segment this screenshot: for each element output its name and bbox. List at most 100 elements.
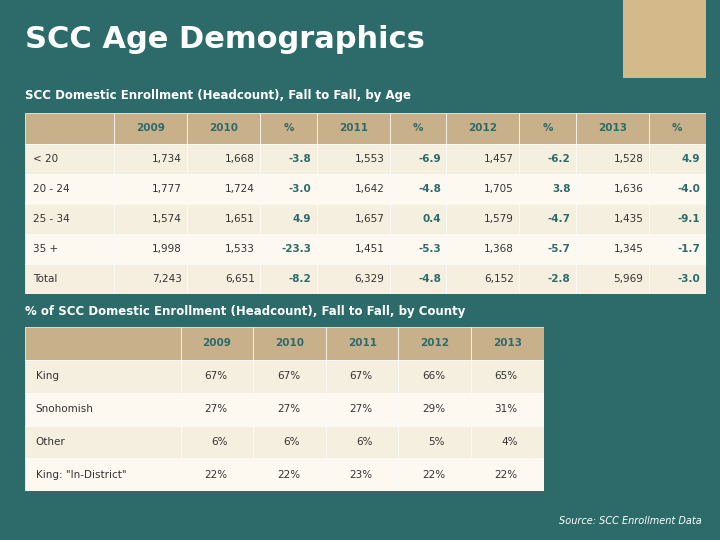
Text: 1,574: 1,574 bbox=[152, 214, 181, 224]
FancyBboxPatch shape bbox=[25, 264, 114, 294]
FancyBboxPatch shape bbox=[114, 174, 187, 204]
FancyBboxPatch shape bbox=[25, 144, 114, 174]
FancyBboxPatch shape bbox=[326, 426, 398, 458]
Text: King: King bbox=[35, 371, 58, 381]
FancyBboxPatch shape bbox=[390, 113, 446, 144]
Text: 3.8: 3.8 bbox=[552, 184, 570, 194]
FancyBboxPatch shape bbox=[25, 458, 181, 491]
Text: 2009: 2009 bbox=[136, 124, 165, 133]
Text: 0.4: 0.4 bbox=[423, 214, 441, 224]
FancyBboxPatch shape bbox=[25, 327, 181, 360]
FancyBboxPatch shape bbox=[260, 234, 317, 264]
Text: %: % bbox=[672, 124, 683, 133]
FancyBboxPatch shape bbox=[576, 204, 649, 234]
Text: 1,451: 1,451 bbox=[354, 244, 384, 254]
Text: 31%: 31% bbox=[495, 404, 518, 414]
Text: 2010: 2010 bbox=[209, 124, 238, 133]
Text: 67%: 67% bbox=[276, 371, 300, 381]
Text: 2013: 2013 bbox=[598, 124, 627, 133]
FancyBboxPatch shape bbox=[114, 204, 187, 234]
FancyBboxPatch shape bbox=[114, 264, 187, 294]
Text: 1,734: 1,734 bbox=[152, 153, 181, 164]
FancyBboxPatch shape bbox=[25, 113, 114, 144]
Text: 6,651: 6,651 bbox=[225, 274, 255, 284]
Text: 1,668: 1,668 bbox=[225, 153, 255, 164]
Text: -5.7: -5.7 bbox=[548, 244, 570, 254]
FancyBboxPatch shape bbox=[25, 234, 114, 264]
Text: 27%: 27% bbox=[349, 404, 372, 414]
FancyBboxPatch shape bbox=[398, 360, 471, 393]
Text: 67%: 67% bbox=[349, 371, 372, 381]
FancyBboxPatch shape bbox=[390, 204, 446, 234]
FancyBboxPatch shape bbox=[390, 234, 446, 264]
Text: Other: Other bbox=[35, 437, 66, 447]
Text: 27%: 27% bbox=[276, 404, 300, 414]
Text: 1,705: 1,705 bbox=[484, 184, 514, 194]
FancyBboxPatch shape bbox=[398, 393, 471, 426]
FancyBboxPatch shape bbox=[260, 204, 317, 234]
FancyBboxPatch shape bbox=[317, 113, 390, 144]
FancyBboxPatch shape bbox=[187, 264, 260, 294]
FancyBboxPatch shape bbox=[25, 426, 181, 458]
FancyBboxPatch shape bbox=[390, 264, 446, 294]
Text: 5,969: 5,969 bbox=[613, 274, 644, 284]
Text: -2.8: -2.8 bbox=[548, 274, 570, 284]
Text: 1,998: 1,998 bbox=[152, 244, 181, 254]
FancyBboxPatch shape bbox=[649, 264, 706, 294]
Text: 1,642: 1,642 bbox=[354, 184, 384, 194]
Text: -4.7: -4.7 bbox=[547, 214, 570, 224]
FancyBboxPatch shape bbox=[649, 174, 706, 204]
FancyBboxPatch shape bbox=[326, 393, 398, 426]
Text: -6.2: -6.2 bbox=[548, 153, 570, 164]
FancyBboxPatch shape bbox=[649, 204, 706, 234]
FancyBboxPatch shape bbox=[25, 204, 114, 234]
FancyBboxPatch shape bbox=[519, 264, 576, 294]
FancyBboxPatch shape bbox=[446, 264, 519, 294]
Text: 6%: 6% bbox=[284, 437, 300, 447]
Text: 2012: 2012 bbox=[420, 338, 449, 348]
FancyBboxPatch shape bbox=[260, 174, 317, 204]
Text: Source: SCC Enrollment Data: Source: SCC Enrollment Data bbox=[559, 516, 702, 525]
Text: -9.1: -9.1 bbox=[678, 214, 700, 224]
Text: < 20: < 20 bbox=[33, 153, 58, 164]
FancyBboxPatch shape bbox=[649, 144, 706, 174]
Text: -4.8: -4.8 bbox=[418, 184, 441, 194]
Text: -4.8: -4.8 bbox=[418, 274, 441, 284]
FancyBboxPatch shape bbox=[25, 393, 181, 426]
Text: SCC Domestic Enrollment (Headcount), Fall to Fall, by Age: SCC Domestic Enrollment (Headcount), Fal… bbox=[25, 89, 411, 103]
FancyBboxPatch shape bbox=[253, 327, 326, 360]
FancyBboxPatch shape bbox=[471, 458, 544, 491]
FancyBboxPatch shape bbox=[519, 174, 576, 204]
FancyBboxPatch shape bbox=[398, 426, 471, 458]
FancyBboxPatch shape bbox=[187, 113, 260, 144]
FancyBboxPatch shape bbox=[326, 327, 398, 360]
Text: 2012: 2012 bbox=[468, 124, 498, 133]
Text: SCC Age Demographics: SCC Age Demographics bbox=[25, 25, 425, 53]
Text: 4%: 4% bbox=[501, 437, 518, 447]
FancyBboxPatch shape bbox=[398, 327, 471, 360]
FancyBboxPatch shape bbox=[649, 113, 706, 144]
Text: 65%: 65% bbox=[495, 371, 518, 381]
FancyBboxPatch shape bbox=[114, 234, 187, 264]
Text: 2011: 2011 bbox=[348, 338, 377, 348]
Text: 6%: 6% bbox=[211, 437, 228, 447]
Text: 1,528: 1,528 bbox=[613, 153, 644, 164]
Text: 1,651: 1,651 bbox=[225, 214, 255, 224]
FancyBboxPatch shape bbox=[25, 360, 181, 393]
FancyBboxPatch shape bbox=[25, 174, 114, 204]
Text: %: % bbox=[283, 124, 294, 133]
Text: % of SCC Domestic Enrollment (Headcount), Fall to Fall, by County: % of SCC Domestic Enrollment (Headcount)… bbox=[25, 305, 466, 319]
Text: 4.9: 4.9 bbox=[293, 214, 311, 224]
FancyBboxPatch shape bbox=[398, 458, 471, 491]
FancyBboxPatch shape bbox=[446, 174, 519, 204]
FancyBboxPatch shape bbox=[317, 264, 390, 294]
Text: -3.8: -3.8 bbox=[289, 153, 311, 164]
FancyBboxPatch shape bbox=[181, 426, 253, 458]
FancyBboxPatch shape bbox=[260, 264, 317, 294]
Text: 22%: 22% bbox=[276, 470, 300, 480]
FancyBboxPatch shape bbox=[326, 360, 398, 393]
FancyBboxPatch shape bbox=[253, 393, 326, 426]
Text: 2010: 2010 bbox=[275, 338, 304, 348]
FancyBboxPatch shape bbox=[187, 174, 260, 204]
FancyBboxPatch shape bbox=[649, 234, 706, 264]
